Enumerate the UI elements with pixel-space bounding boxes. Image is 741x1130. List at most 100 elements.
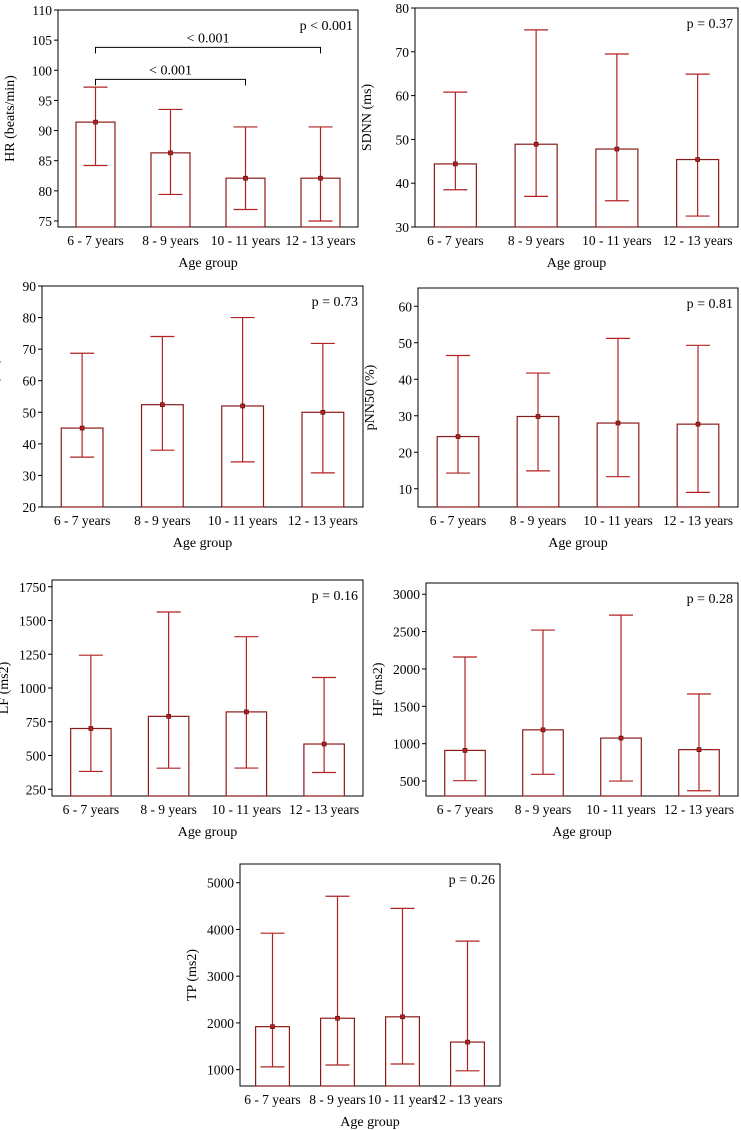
plot-frame <box>425 582 739 797</box>
mean-marker <box>455 434 461 439</box>
category-label: 12 - 13 years <box>664 802 734 817</box>
category-label: 10 - 11 years <box>582 233 652 248</box>
mean-marker <box>88 726 94 731</box>
y-tick-label: 2000 <box>207 1016 234 1031</box>
y-tick-label: 30 <box>396 220 410 235</box>
y-tick-label: 80 <box>396 1 410 16</box>
category-label: 8 - 9 years <box>508 233 565 248</box>
category-label: 8 - 9 years <box>140 802 197 817</box>
p-value: p = 0.28 <box>687 592 733 607</box>
mean-marker <box>318 175 323 181</box>
mean-marker <box>615 420 621 426</box>
y-tick-label: 95 <box>39 93 53 108</box>
category-label: 10 - 11 years <box>212 802 282 817</box>
y-tick-label: 80 <box>23 311 37 326</box>
y-tick-label: 2500 <box>393 625 420 640</box>
mean-marker <box>320 409 326 415</box>
y-tick-label: 1750 <box>19 580 46 595</box>
y-tick-label: 75 <box>39 214 53 229</box>
mean-marker <box>618 735 624 741</box>
mean-marker <box>166 714 171 719</box>
category-label: 10 - 11 years <box>583 513 653 528</box>
category-label: 6 - 7 years <box>54 513 111 528</box>
category-label: 8 - 9 years <box>510 513 567 528</box>
y-tick-label: 105 <box>32 33 53 48</box>
y-tick-label: 60 <box>399 299 413 314</box>
y-tick-label: 1500 <box>19 614 46 629</box>
plot-frame <box>57 9 359 228</box>
y-tick-label: 1500 <box>393 699 420 714</box>
category-label: 10 - 11 years <box>586 802 656 817</box>
y-tick-label: 1000 <box>19 681 46 696</box>
p-value: p = 0.26 <box>449 873 495 888</box>
category-label: 12 - 13 years <box>285 233 355 248</box>
mean-marker <box>695 157 700 162</box>
category-label: 6 - 7 years <box>63 802 120 817</box>
y-tick-label: 100 <box>32 63 53 78</box>
x-axis-label: Age group <box>173 536 233 551</box>
y-tick-label: 70 <box>396 45 410 60</box>
category-label: 8 - 9 years <box>142 233 199 248</box>
y-tick-label: 1250 <box>19 647 46 662</box>
x-axis-label: Age group <box>340 1115 400 1130</box>
y-tick-label: 50 <box>23 405 37 420</box>
significance-bracket <box>95 78 246 86</box>
y-tick-label: 30 <box>23 468 37 483</box>
y-tick-label: 60 <box>23 374 37 389</box>
y-tick-label: 110 <box>32 3 52 18</box>
mean-marker <box>270 1024 275 1029</box>
x-axis-label: Age group <box>178 256 238 271</box>
y-tick-label: 90 <box>23 279 37 294</box>
y-tick-label: 4000 <box>207 922 234 937</box>
mean-marker <box>465 1039 470 1045</box>
category-label: 6 - 7 years <box>427 233 484 248</box>
mean-marker <box>533 141 539 147</box>
mean-marker <box>453 161 458 167</box>
y-tick-label: 20 <box>23 500 37 515</box>
y-tick-label: 500 <box>400 774 421 789</box>
y-tick-label: 250 <box>26 782 47 797</box>
category-label: 6 - 7 years <box>244 1092 301 1107</box>
y-tick-label: 85 <box>39 154 53 169</box>
mean-marker <box>244 709 249 715</box>
p-value: p = 0.37 <box>687 17 733 32</box>
y-tick-label: 1000 <box>207 1063 234 1078</box>
significance-label: < 0.001 <box>149 63 192 78</box>
y-tick-label: 40 <box>23 437 37 452</box>
y-tick-label: 40 <box>399 372 413 387</box>
y-tick-label: 30 <box>399 409 413 424</box>
mean-marker <box>695 421 701 427</box>
chart-panel-4: 250 500 750 1000 1250 1500 1750 LF (ms2) 6 - 7 y… <box>0 579 364 840</box>
y-axis-label: SDNN (ms) <box>360 84 375 152</box>
x-axis-label: Age group <box>178 825 238 840</box>
category-label: 8 - 9 years <box>134 513 191 528</box>
chart-panel-6: 1000 2000 3000 4000 5000 TP (ms2) 6 - 7 years 8… <box>185 863 503 1130</box>
mean-marker <box>535 414 541 419</box>
y-tick-label: 750 <box>26 715 47 730</box>
y-tick-label: 40 <box>396 176 410 191</box>
category-label: 10 - 11 years <box>208 513 278 528</box>
p-value: p = 0.16 <box>312 589 358 604</box>
category-label: 8 - 9 years <box>309 1092 366 1107</box>
mean-marker <box>168 150 173 156</box>
chart-panel-2: 20 30 40 50 60 70 80 90 RMSSD (ms) 6 - 7 years 8 -… <box>0 279 364 551</box>
y-tick-label: 50 <box>396 132 410 147</box>
significance-label: < 0.001 <box>187 31 230 46</box>
category-label: 8 - 9 years <box>515 802 572 817</box>
x-axis-label: Age group <box>552 825 612 840</box>
y-axis-label: pNN50 (%) <box>363 364 378 430</box>
p-value: p = 0.73 <box>312 295 358 310</box>
category-label: 12 - 13 years <box>432 1092 502 1107</box>
chart-panel-3: 10 20 30 40 50 60 pNN50 (%) 6 - 7 years 8 - 9 ye… <box>363 287 739 551</box>
category-label: 10 - 11 years <box>211 233 281 248</box>
bar <box>75 121 116 228</box>
category-label: 12 - 13 years <box>663 233 733 248</box>
mean-marker <box>240 403 245 409</box>
mean-marker <box>462 748 468 753</box>
significance-bracket <box>95 46 321 54</box>
y-tick-label: 10 <box>399 482 413 497</box>
chart-panel-5: 500 1000 1500 2000 2500 3000 HF (ms2) 6 - 7 yea… <box>371 582 739 840</box>
x-axis-label: Age group <box>548 536 608 551</box>
plot-frame <box>41 285 364 508</box>
